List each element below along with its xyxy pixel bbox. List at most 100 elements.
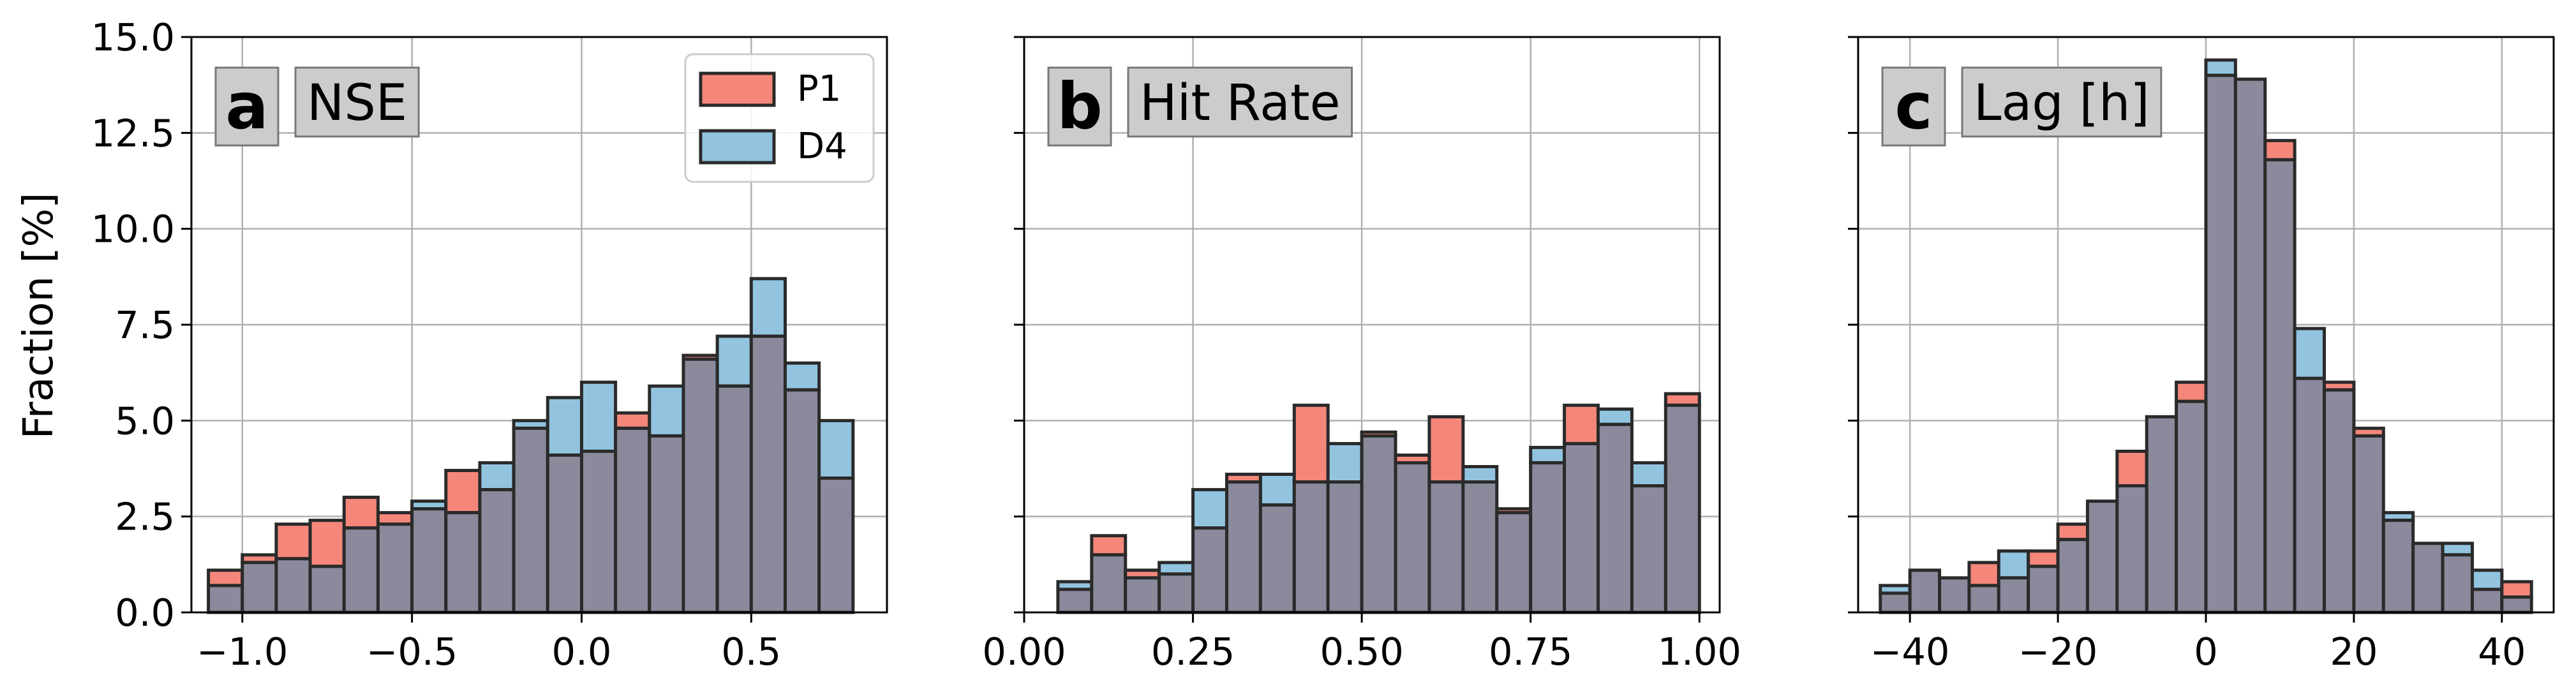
bar-overlap	[1563, 441, 1600, 614]
panel-letter-box	[1881, 66, 1946, 147]
legend-swatch	[699, 129, 776, 165]
bar-overlap	[2027, 565, 2060, 614]
legend-label: P1	[797, 68, 841, 110]
bar-d4	[2293, 327, 2327, 380]
bar-p1	[614, 411, 651, 430]
bar-overlap	[1529, 461, 1567, 614]
bar-overlap	[783, 388, 821, 614]
bar-d4	[1461, 464, 1499, 484]
panel-title: Lag [h]	[1974, 75, 2150, 132]
panel-title-box	[1127, 66, 1353, 138]
bar-overlap	[1326, 480, 1364, 614]
bar-overlap	[2233, 77, 2267, 614]
bar-p1	[2263, 138, 2297, 161]
bar-overlap	[1090, 553, 1128, 614]
bar-overlap	[2175, 399, 2208, 614]
bar-overlap	[1225, 480, 1262, 614]
bar-overlap	[1360, 434, 1397, 614]
panel-a: 0.0 2.5 5.0 7.5 10.0 12.5 15.0 −1.0 −0.5 0.0 0.5 a N…	[91, 15, 888, 673]
bar-overlap	[1908, 568, 1942, 614]
panel-letter: c	[1895, 69, 1932, 144]
bar-overlap	[1292, 480, 1330, 614]
panel-letter: b	[1057, 69, 1103, 144]
bar-overlap	[1967, 584, 2000, 614]
bar-d4	[478, 461, 516, 492]
panel-c: −40 −20 0 20 40 c Lag [h]	[1848, 36, 2555, 673]
bar-overlap	[2293, 376, 2327, 614]
bar-overlap	[681, 357, 719, 614]
bar-d4	[2470, 568, 2504, 591]
bar-overlap	[579, 449, 618, 614]
x-tick-label: 0.00	[982, 630, 1066, 673]
bar-overlap	[2115, 484, 2148, 614]
bar-d4	[1258, 473, 1296, 507]
bar-overlap	[2441, 553, 2474, 614]
x-tick-label: 0.0	[552, 630, 612, 673]
x-tick-label: 0.75	[1489, 630, 1572, 673]
bar-overlap	[1124, 576, 1161, 614]
bar-overlap	[444, 511, 482, 614]
panel-b: 0.00 0.25 0.50 0.75 1.00 b Hit Rate	[982, 36, 1741, 673]
bar-p1	[1427, 415, 1465, 484]
bar-overlap	[1997, 576, 2030, 614]
bar-p1	[1563, 403, 1600, 445]
bar-overlap	[1394, 461, 1431, 614]
bar-p1	[274, 522, 312, 561]
x-tick-label: 20	[2330, 630, 2378, 673]
bar-overlap	[749, 334, 787, 614]
bar-overlap	[2381, 519, 2415, 614]
bar-overlap	[241, 561, 278, 614]
bar-overlap	[1258, 503, 1296, 614]
y-tick-label: 0.0	[115, 591, 175, 635]
bar-overlap	[2500, 595, 2533, 614]
y-tick-label: 5.0	[115, 399, 175, 443]
y-tick-label: 10.0	[91, 207, 175, 251]
bar-overlap	[648, 434, 685, 614]
x-tick-label: −1.0	[197, 630, 288, 673]
panel-letter-box	[214, 66, 279, 147]
x-tick-label: 40	[2478, 630, 2526, 673]
bar-p1	[2175, 380, 2208, 403]
bar-overlap	[207, 584, 244, 614]
bar-d4	[546, 396, 583, 457]
bar-p1	[1090, 534, 1128, 557]
bar-overlap	[1461, 480, 1499, 614]
bar-overlap	[512, 426, 549, 614]
bar-overlap	[1879, 591, 1912, 614]
bar-d4	[1630, 461, 1667, 488]
bar-p1	[207, 568, 244, 588]
bar-p1	[1292, 403, 1330, 484]
bar-overlap	[2352, 434, 2385, 614]
bar-overlap	[2085, 499, 2119, 614]
bar-d4	[648, 384, 685, 438]
bar-p1	[1967, 561, 2000, 588]
bar-overlap	[1597, 422, 1634, 614]
panel-title-box	[1961, 66, 2163, 138]
bar-d4	[715, 334, 753, 388]
bar-overlap	[1630, 484, 1667, 614]
bar-p1	[376, 511, 414, 526]
panels-group: 0.0 2.5 5.0 7.5 10.0 12.5 15.0 −1.0 −0.5 0.0 0.5 a N…	[91, 15, 2555, 673]
x-tick-label: −20	[2018, 630, 2098, 673]
bar-d4	[749, 277, 787, 338]
bar-overlap	[546, 453, 583, 614]
legend-swatch	[699, 71, 776, 107]
bar-overlap	[1495, 511, 1533, 614]
bar-d4	[1158, 561, 1195, 576]
y-tick-label: 12.5	[91, 111, 175, 155]
bar-d4	[1529, 445, 1567, 464]
panel-title: Hit Rate	[1140, 75, 1341, 132]
bar-overlap	[2145, 415, 2178, 614]
bar-overlap	[308, 565, 346, 614]
x-tick-label: −0.5	[366, 630, 458, 673]
bar-d4	[2441, 542, 2474, 557]
bar-p1	[2500, 580, 2533, 599]
bar-d4	[579, 380, 618, 453]
bar-d4	[1326, 441, 1364, 484]
y-tick-label: 7.5	[115, 303, 175, 347]
bar-d4	[817, 418, 855, 480]
bar-overlap	[1158, 572, 1195, 614]
bar-overlap	[1664, 403, 1701, 614]
y-tick-label: 2.5	[115, 495, 175, 539]
x-tick-label: 0	[2194, 630, 2218, 673]
